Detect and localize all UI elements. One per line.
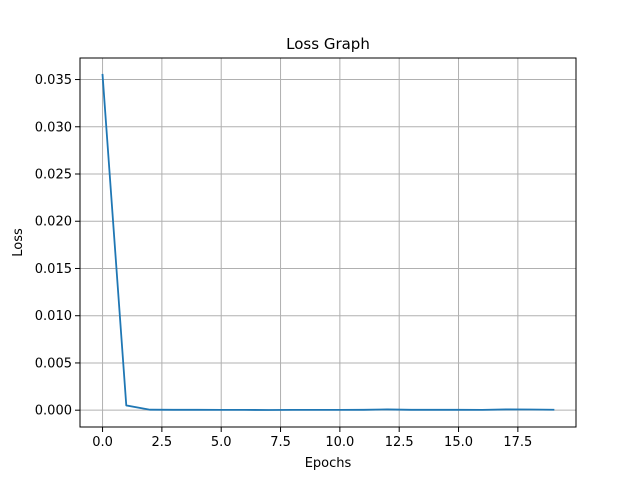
x-axis-label: Epochs: [305, 456, 352, 471]
y-tick-label: 0.015: [35, 262, 72, 277]
x-tick-label: 10.0: [325, 435, 354, 450]
y-tick-label: 0.030: [35, 120, 72, 135]
x-tick-label: 17.5: [503, 435, 532, 450]
x-tick-label: 5.0: [211, 435, 232, 450]
y-tick-label: 0.020: [35, 215, 72, 230]
x-tick-label: 7.5: [270, 435, 291, 450]
plot-area-background: [80, 58, 576, 427]
y-axis-label: Loss: [11, 228, 26, 257]
x-tick-label: 12.5: [385, 435, 414, 450]
y-axis-ticks: 0.000 0.005 0.010 0.015 0.020 0.025 0.030 0.035: [35, 73, 80, 419]
y-tick-label: 0.035: [35, 73, 72, 88]
x-axis-ticks: 0.0 2.5 5.0 7.5 10.0 12.5 15.0 17.5: [92, 427, 532, 450]
y-tick-label: 0.005: [35, 356, 72, 371]
y-tick-label: 0.000: [35, 404, 72, 419]
x-tick-label: 0.0: [92, 435, 113, 450]
y-tick-label: 0.025: [35, 168, 72, 183]
loss-series-line: [101, 73, 555, 411]
x-tick-label: 15.0: [444, 435, 473, 450]
plot-frame: [79, 57, 577, 428]
chart-title: Loss Graph: [286, 35, 370, 53]
x-tick-label: 2.5: [152, 435, 173, 450]
y-tick-label: 0.010: [35, 309, 72, 324]
series-layer: [101, 73, 555, 411]
